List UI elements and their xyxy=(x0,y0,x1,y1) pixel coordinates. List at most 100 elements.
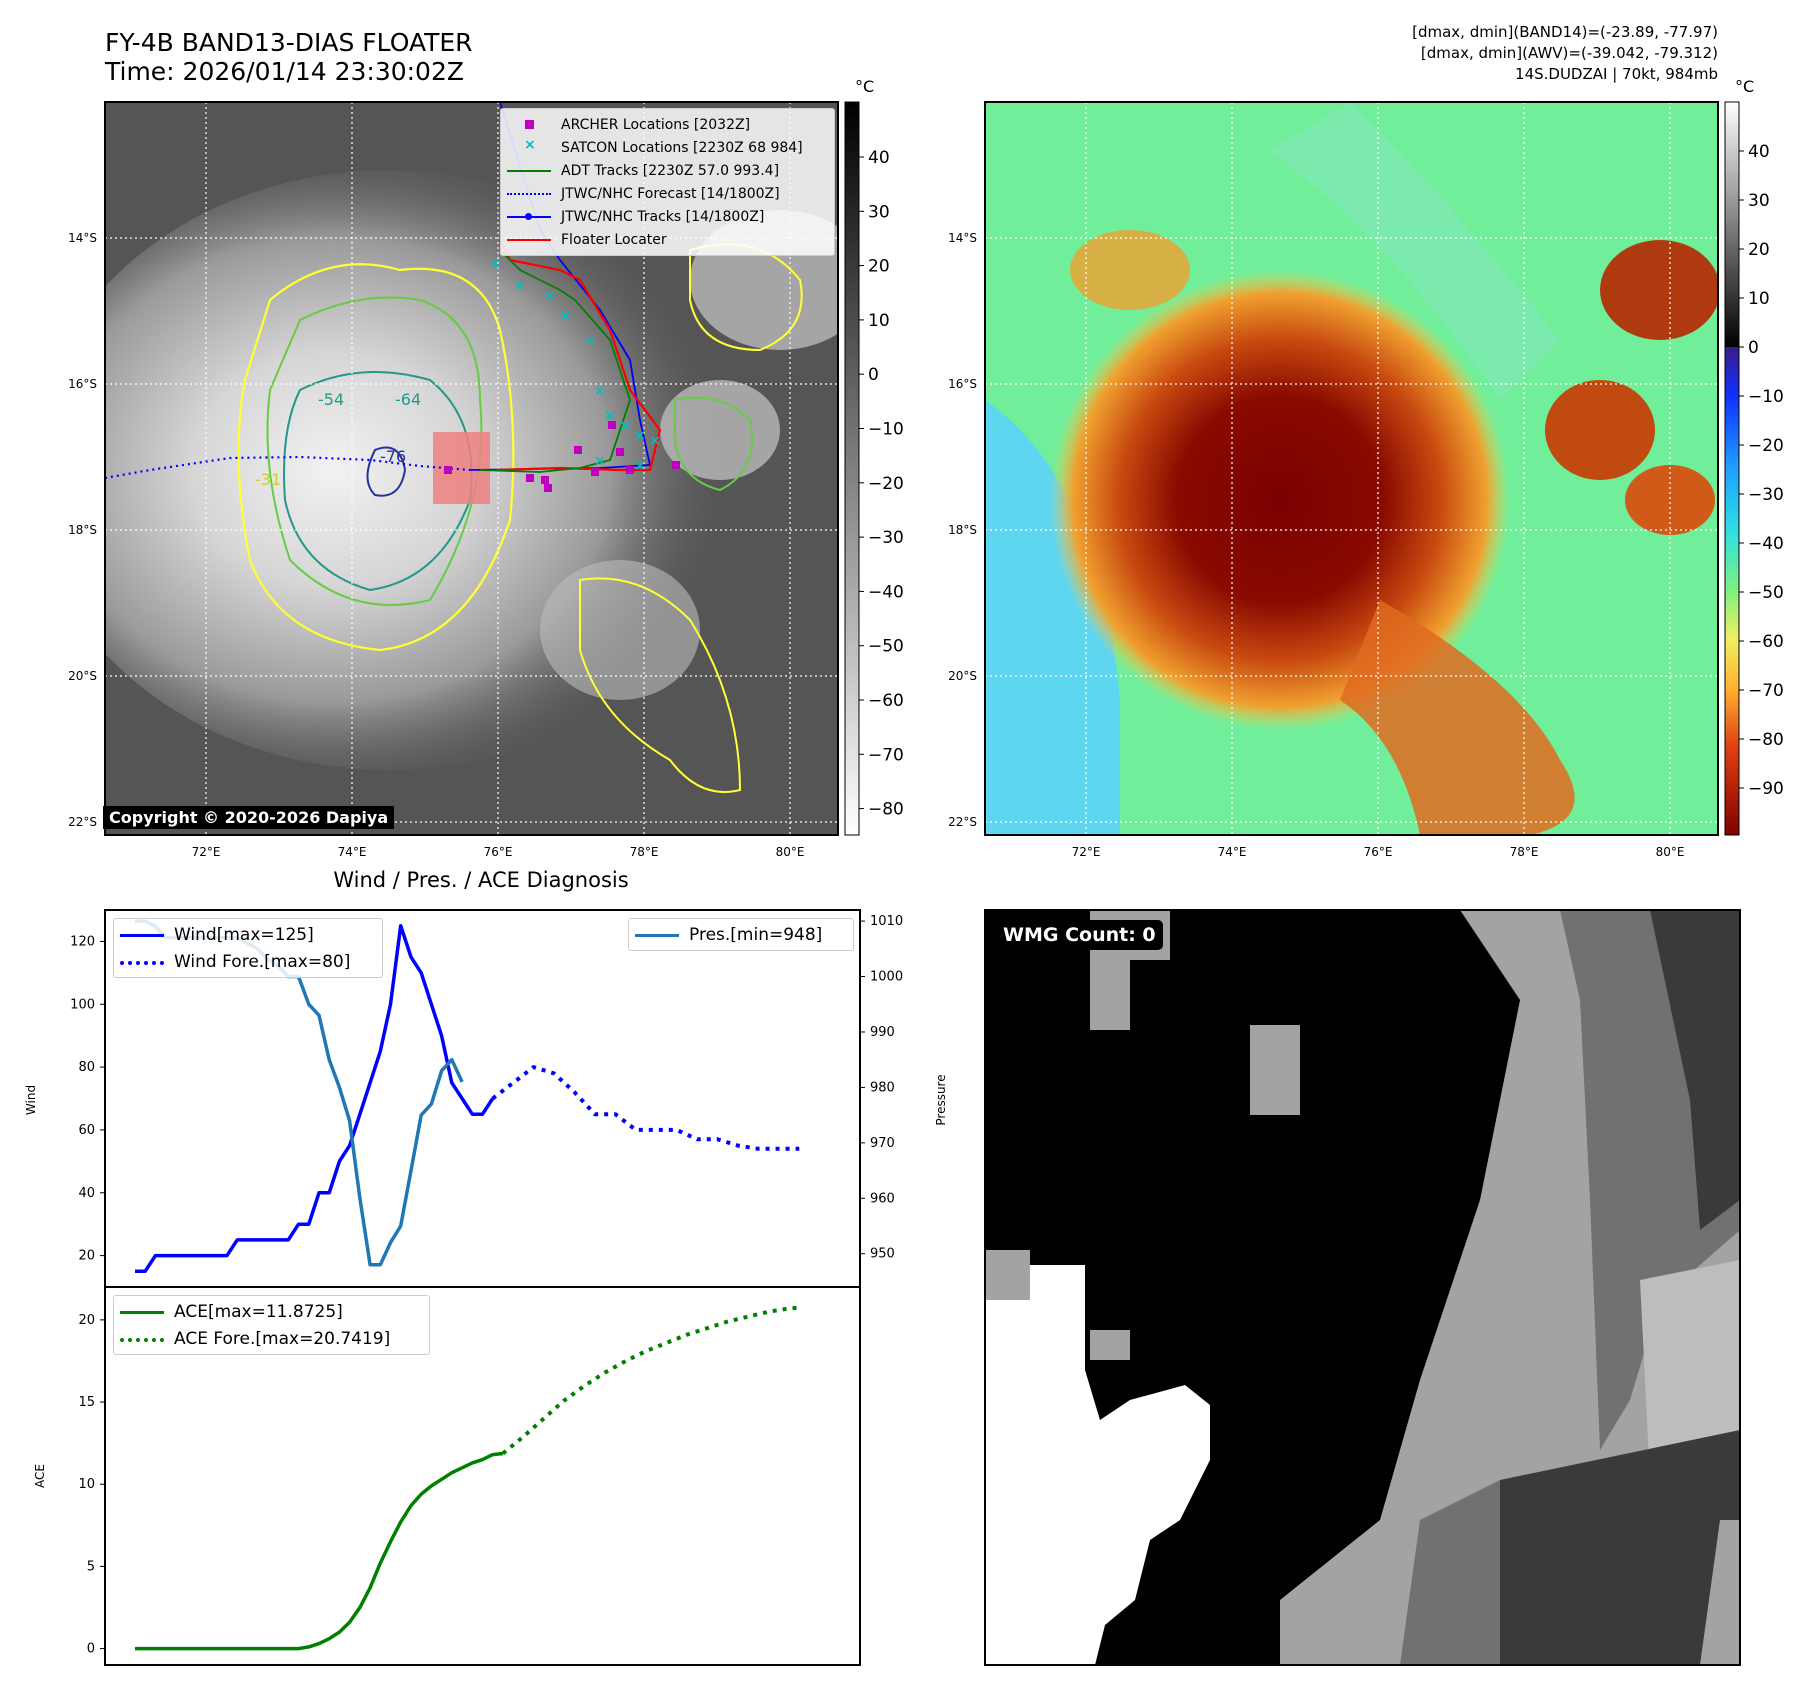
awv-lon-label: 78°E xyxy=(1510,845,1539,859)
series-line-1 xyxy=(491,1065,800,1151)
legend-jtwc-forecast-label: JTWC/NHC Forecast [14/1800Z] xyxy=(561,185,780,202)
left-axis-tick-label: 15 xyxy=(78,1395,95,1410)
right-axis-tick-label: 1010 xyxy=(870,914,903,929)
awv-cb-label: −10 xyxy=(1748,387,1784,407)
ir-lon-label: 80°E xyxy=(776,845,805,859)
awv-cb-label: 40 xyxy=(1748,142,1770,162)
awv-colorbar-bottom xyxy=(1725,347,1739,835)
ir-cb-label: 10 xyxy=(868,311,890,331)
legend-ace-fore-label: ACE Fore.[max=20.7419] xyxy=(174,1328,391,1349)
ir-frame xyxy=(104,101,839,836)
legend-wind-fore-label: Wind Fore.[max=80] xyxy=(174,951,351,972)
satcon-markers: ××××××××× ××× xyxy=(489,256,661,474)
wind-axis-ticks: 20 40 60 80 100 120 xyxy=(70,934,105,1264)
awv-cb-label: −70 xyxy=(1748,681,1784,701)
ace-ylabel: ACE xyxy=(33,1464,47,1488)
left-axis-tick-label: 120 xyxy=(70,934,95,949)
ir-contour-se xyxy=(579,577,742,793)
ir-colorbar-ticks: 40 30 20 10 0 −10 −20 −30 −40 −50 −60 −70 −80 xyxy=(859,148,904,820)
left-axis-tick-label: 40 xyxy=(78,1186,95,1201)
pressure-axis-ticks: 950 960 970 980 990 1000 1010 xyxy=(860,914,903,1262)
ir-cb-label: −30 xyxy=(868,528,904,548)
ir-lon-label: 72°E xyxy=(192,845,221,859)
archer-marker xyxy=(591,468,599,476)
awv-cb-label: 30 xyxy=(1748,191,1770,211)
diagnosis-title: Wind / Pres. / ACE Diagnosis xyxy=(333,868,628,892)
ir-cb-label: −70 xyxy=(868,745,904,765)
left-axis-tick-label: 100 xyxy=(70,997,95,1012)
ir-lon-label: 76°E xyxy=(484,845,513,859)
satcon-marker: × xyxy=(634,458,646,474)
satcon-marker-icon: × xyxy=(524,136,536,153)
legend-ace-fore: ACE Fore.[max=20.7419] xyxy=(114,1325,429,1352)
ir-legend: ARCHER Locations [2032Z] × SATCON Locati… xyxy=(500,108,835,256)
ir-colorbar-unit: °C xyxy=(855,77,874,96)
right-axis-tick-label: 980 xyxy=(870,1080,895,1095)
awv-colorbar-frame xyxy=(1724,101,1740,836)
ir-contour-e xyxy=(674,396,753,492)
ir-cb-label: −40 xyxy=(868,582,904,602)
ir-cb-label: −20 xyxy=(868,474,904,494)
satcon-marker: × xyxy=(544,288,556,304)
ir-cb-label: −80 xyxy=(868,800,904,820)
legend-ace-label: ACE[max=11.8725] xyxy=(174,1301,343,1322)
pres-legend: Pres.[min=948] xyxy=(628,918,854,951)
ir-lon-label: 74°E xyxy=(338,845,367,859)
wmg-block-5 xyxy=(1650,910,1740,1230)
ir-cb-label: 0 xyxy=(868,365,879,385)
awv-lat-label: 14°S xyxy=(948,231,977,245)
satcon-marker: × xyxy=(489,256,501,272)
ir-cb-label: 30 xyxy=(868,202,890,222)
wind-fore-line-icon xyxy=(120,957,164,967)
adt-line-icon xyxy=(507,166,551,176)
legend-adt: ADT Tracks [2230Z 57.0 993.4] xyxy=(501,159,834,182)
series-line-0 xyxy=(135,923,495,1274)
left-axis-tick-label: 80 xyxy=(78,1060,95,1075)
wmg-frame xyxy=(984,909,1741,1666)
satcon-marker: × xyxy=(559,308,571,324)
right-axis-tick-label: 970 xyxy=(870,1136,895,1151)
ir-axis-labels: 14°S 16°S 18°S 20°S 22°S 72°E 74°E 76°E 78°E 80°E xyxy=(68,231,804,859)
wmg-block-6 xyxy=(1640,1260,1740,1490)
wind-ylabel: Wind xyxy=(24,1085,38,1115)
awv-frame xyxy=(984,101,1719,836)
archer-marker xyxy=(526,474,534,482)
archer-marker xyxy=(626,466,634,474)
wmg-panel xyxy=(984,909,1741,1666)
awv-rainband-south xyxy=(1340,600,1575,835)
legend-floater-label: Floater Locater xyxy=(561,231,667,248)
adt-track-line xyxy=(479,249,631,473)
archer-marker xyxy=(541,476,549,484)
wmg-block-white xyxy=(985,1265,1210,1665)
awv-cb-label: −50 xyxy=(1748,583,1784,603)
awv-lat-label: 20°S xyxy=(948,669,977,683)
awv-gridlines xyxy=(985,102,1718,835)
main-title-line2: Time: 2026/01/14 23:30:02Z xyxy=(104,57,464,86)
floater-track-line xyxy=(495,239,662,472)
awv-colorbar-top xyxy=(1725,102,1739,347)
satcon-marker: × xyxy=(634,428,646,444)
wmg-block-7 xyxy=(1500,1430,1740,1665)
satcon-marker: × xyxy=(584,333,596,349)
ace-series xyxy=(135,1305,800,1651)
main-title-line1: FY-4B BAND13-DIAS FLOATER xyxy=(105,28,473,57)
contour-label-54: -54 xyxy=(318,390,344,409)
copyright-badge: Copyright © 2020-2026 Dapiya xyxy=(103,806,395,829)
satcon-marker: × xyxy=(514,278,526,294)
ir-contour-64 xyxy=(283,371,473,592)
ir-cb-label: 40 xyxy=(868,148,890,168)
awv-cell-ne xyxy=(1600,240,1718,340)
ir-lat-label: 20°S xyxy=(68,669,97,683)
wmg-block-9 xyxy=(1700,1520,1740,1665)
ace-axis-ticks: 0 5 10 15 20 xyxy=(78,1313,105,1657)
contour-label-31: -31 xyxy=(255,470,281,489)
awv-cb-label: −40 xyxy=(1748,534,1784,554)
satcon-marker: × xyxy=(594,383,606,399)
left-axis-tick-label: 20 xyxy=(78,1313,95,1328)
legend-jtwc-tracks: JTWC/NHC Tracks [14/1800Z] xyxy=(501,205,834,228)
right-axis-tick-label: 990 xyxy=(870,1025,895,1040)
ace-fore-line-icon xyxy=(120,1334,164,1344)
right-axis-tick-label: 950 xyxy=(870,1247,895,1262)
legend-wind-label: Wind[max=125] xyxy=(174,924,314,945)
contour-label-64: -64 xyxy=(395,390,421,409)
